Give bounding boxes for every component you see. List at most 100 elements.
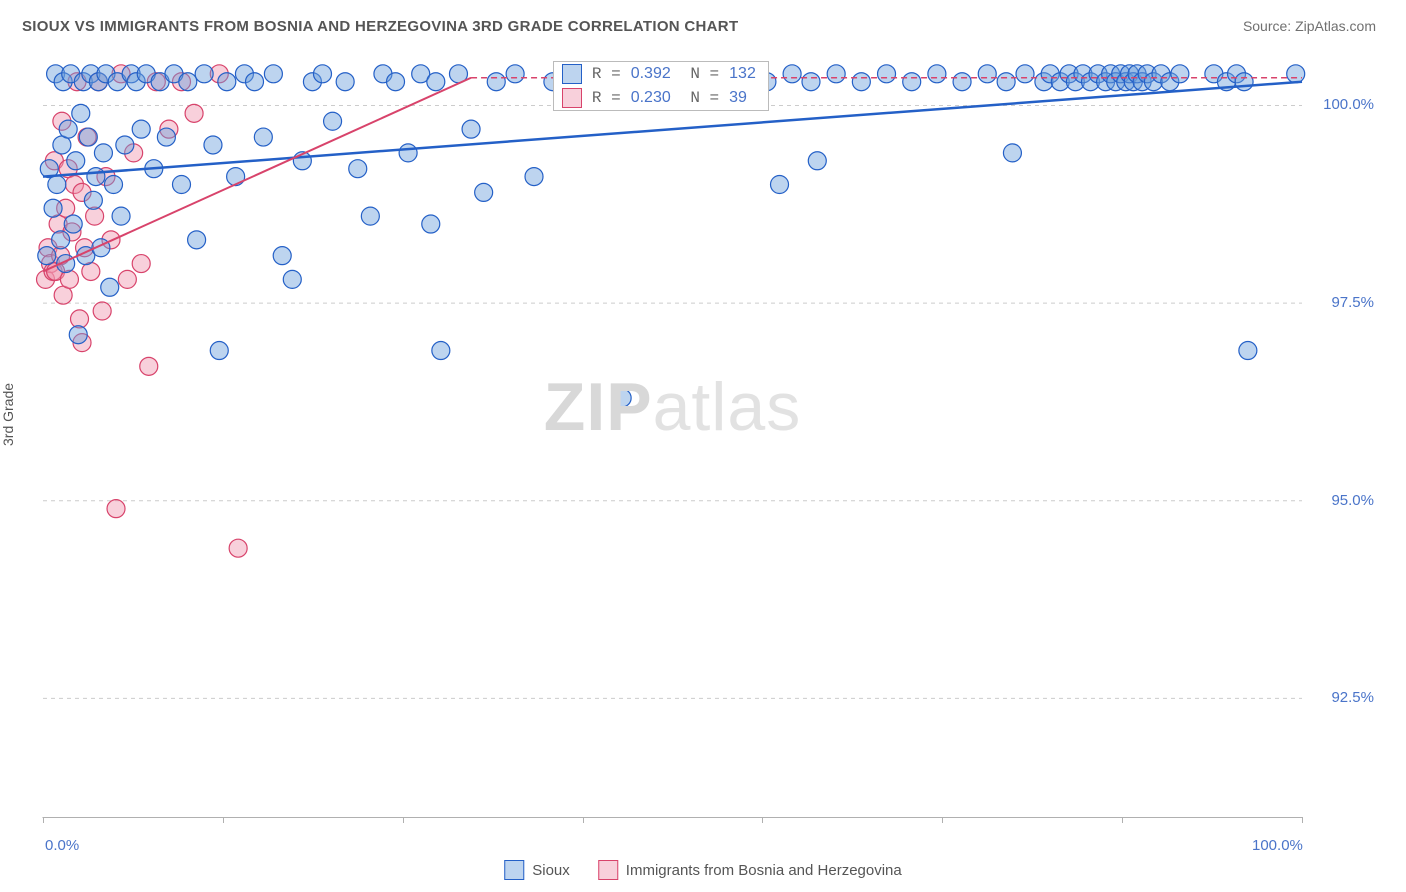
legend-item: Immigrants from Bosnia and Herzegovina [598,860,902,880]
data-point-blue [613,389,631,407]
data-point-blue [179,73,197,91]
data-point-pink [140,357,158,375]
data-point-pink [185,104,203,122]
data-point-blue [432,342,450,360]
y-tick-label: 100.0% [1323,96,1374,113]
x-tick [223,817,224,823]
x-tick [1302,817,1303,823]
data-point-blue [79,128,97,146]
data-point-pink [60,270,78,288]
x-tick [762,817,763,823]
data-point-blue [475,183,493,201]
legend-row: R = 0.230 N = 39 [554,86,768,110]
plot-area: ZIPatlas R = 0.392 N = 132 R = 0.230 N =… [42,58,1302,818]
data-point-blue [1016,65,1034,83]
data-point-blue [87,168,105,186]
data-point-blue [953,73,971,91]
data-point-blue [1171,65,1189,83]
data-point-blue [361,207,379,225]
data-point-blue [105,176,123,194]
data-point-pink [229,539,247,557]
data-point-blue [771,176,789,194]
data-point-pink [107,500,125,518]
r-value: 0.392 [631,65,671,83]
data-point-blue [172,176,190,194]
data-point-blue [227,168,245,186]
legend-item: Sioux [504,860,570,880]
scatter-svg [43,58,1302,817]
y-tick-label: 92.5% [1331,689,1374,706]
r-value: 0.230 [631,89,671,107]
data-point-blue [462,120,480,138]
r-label: R = [592,65,621,83]
y-tick-label: 97.5% [1331,294,1374,311]
data-point-blue [210,342,228,360]
data-point-blue [64,215,82,233]
r-label: R = [592,89,621,107]
data-point-blue [94,144,112,162]
data-point-blue [246,73,264,91]
series-legend: Sioux Immigrants from Bosnia and Herzegov… [504,860,902,880]
data-point-blue [1235,73,1253,91]
data-point-blue [264,65,282,83]
n-label: N = [681,65,719,83]
data-point-blue [1003,144,1021,162]
data-point-pink [118,270,136,288]
data-point-blue [52,231,70,249]
data-point-blue [808,152,826,170]
data-point-blue [324,112,342,130]
x-tick [403,817,404,823]
data-point-blue [427,73,445,91]
data-point-blue [116,136,134,154]
data-point-blue [1239,342,1257,360]
source-label: Source: ZipAtlas.com [1243,18,1376,34]
data-point-blue [827,65,845,83]
data-point-blue [525,168,543,186]
data-point-blue [67,152,85,170]
data-point-blue [72,104,90,122]
data-point-blue [928,65,946,83]
x-tick [942,817,943,823]
data-point-blue [283,270,301,288]
data-point-blue [254,128,272,146]
data-point-blue [101,278,119,296]
data-point-blue [399,144,417,162]
data-point-blue [84,191,102,209]
data-point-blue [978,65,996,83]
data-point-blue [188,231,206,249]
correlation-legend: R = 0.392 N = 132 R = 0.230 N = 39 [553,61,769,111]
data-point-blue [852,73,870,91]
legend-row: R = 0.392 N = 132 [554,62,768,86]
data-point-pink [132,255,150,273]
data-point-blue [422,215,440,233]
data-point-blue [878,65,896,83]
n-value: 132 [729,65,756,83]
data-point-blue [1287,65,1305,83]
chart-title: SIOUX VS IMMIGRANTS FROM BOSNIA AND HERZ… [22,18,738,35]
data-point-blue [349,160,367,178]
x-tick [1122,817,1123,823]
legend-swatch [562,64,582,84]
legend-swatch [598,860,618,880]
y-axis-title: 3rd Grade [0,383,16,446]
x-tick [583,817,584,823]
data-point-pink [93,302,111,320]
data-point-blue [59,120,77,138]
data-point-blue [387,73,405,91]
data-point-blue [313,65,331,83]
data-point-blue [783,65,801,83]
data-point-blue [903,73,921,91]
data-point-blue [132,120,150,138]
n-value: 39 [729,89,747,107]
data-point-blue [69,326,87,344]
data-point-blue [44,199,62,217]
data-point-blue [218,73,236,91]
data-point-blue [204,136,222,154]
data-point-blue [195,65,213,83]
data-point-blue [802,73,820,91]
legend-swatch [562,88,582,108]
legend-label: Sioux [532,862,570,879]
legend-swatch [504,860,524,880]
data-point-blue [487,73,505,91]
x-tick [43,817,44,823]
